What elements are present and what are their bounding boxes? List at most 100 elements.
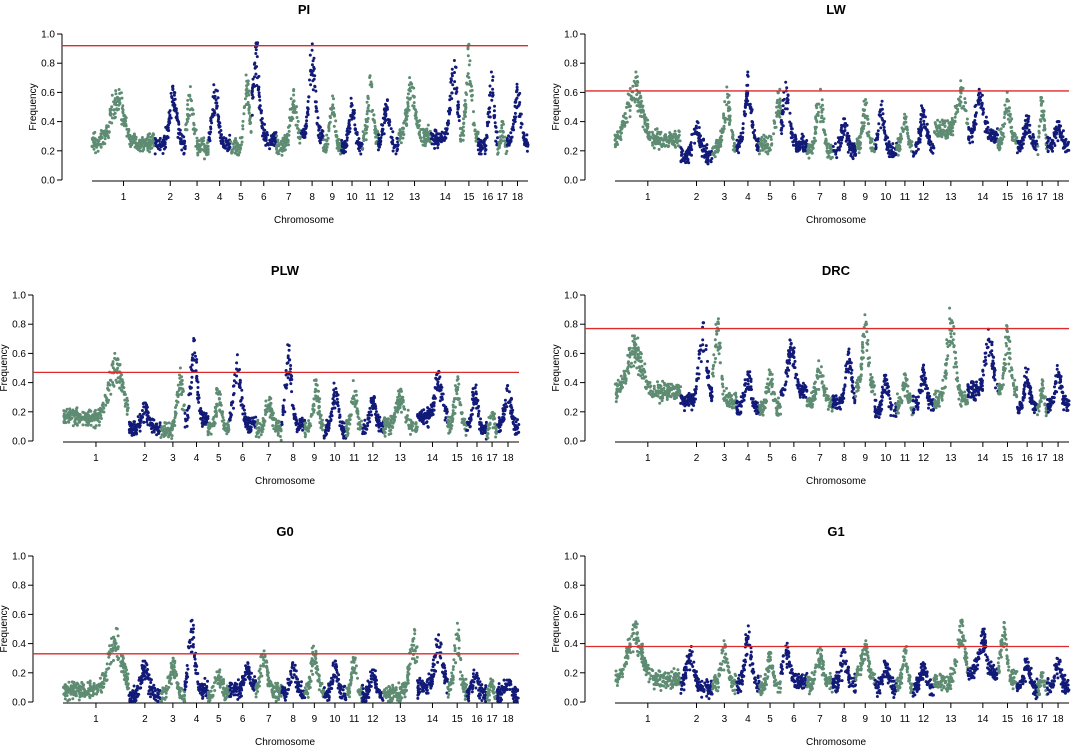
snp-point — [276, 140, 280, 144]
snp-point — [276, 138, 280, 142]
snp-point — [385, 98, 389, 102]
snp-point — [522, 134, 526, 138]
snp-point — [295, 123, 299, 127]
snp-point — [387, 118, 391, 122]
snp-point — [129, 424, 133, 428]
points-layer — [62, 337, 521, 442]
x-axis-label: Chromosome — [274, 215, 334, 226]
snp-point — [252, 62, 256, 66]
snp-point — [118, 386, 122, 390]
snp-point — [249, 130, 253, 134]
snp-point — [286, 376, 290, 380]
snp-point — [303, 427, 307, 431]
snp-point — [851, 155, 854, 159]
snp-point — [778, 97, 782, 101]
snp-point — [195, 360, 199, 364]
snp-point — [136, 148, 140, 152]
snp-point — [613, 134, 617, 137]
snp-point — [680, 152, 684, 156]
snp-point — [472, 110, 475, 114]
snp-point — [138, 146, 142, 150]
snp-point — [944, 136, 948, 140]
snp-point — [854, 153, 857, 157]
y-axis-label: Frequency — [28, 83, 39, 130]
snp-point — [177, 131, 180, 135]
snp-point — [1001, 137, 1004, 141]
snp-point — [254, 435, 258, 438]
x-tick-label: 1 — [645, 192, 651, 203]
snp-point — [255, 431, 259, 435]
snp-point — [302, 127, 306, 131]
snp-point — [357, 422, 361, 426]
snp-point — [268, 415, 272, 419]
snp-point — [714, 144, 718, 148]
snp-point — [99, 145, 103, 149]
snp-point — [183, 425, 187, 429]
snp-point — [513, 111, 517, 115]
snp-point — [749, 111, 753, 115]
snp-point — [109, 392, 113, 396]
snp-point — [779, 104, 782, 108]
snp-point — [1049, 141, 1053, 145]
snp-point — [493, 121, 497, 125]
snp-point — [158, 136, 162, 140]
snp-point — [254, 42, 258, 45]
snp-point — [292, 406, 295, 410]
snp-point — [173, 91, 177, 95]
snp-point — [907, 142, 910, 146]
snp-point — [774, 111, 778, 115]
x-axis-label: Chromosome — [255, 476, 315, 487]
snp-point — [732, 144, 736, 148]
snp-point — [287, 372, 291, 376]
snp-point — [783, 107, 787, 111]
snp-point — [232, 406, 235, 410]
snp-point — [116, 357, 120, 361]
snp-point — [67, 416, 71, 420]
snp-point — [194, 128, 198, 132]
snp-point — [1046, 150, 1050, 154]
snp-point — [352, 394, 356, 398]
snp-point — [182, 135, 186, 139]
snp-point — [469, 89, 472, 93]
snp-point — [515, 82, 519, 86]
snp-point — [253, 75, 256, 79]
snp-point — [99, 132, 103, 136]
snp-point — [271, 134, 275, 138]
snp-point — [324, 142, 328, 146]
snp-point — [262, 128, 266, 132]
snp-point — [354, 141, 358, 145]
snp-point — [169, 91, 173, 95]
snp-point — [358, 149, 362, 153]
snp-point — [372, 118, 376, 122]
snp-point — [344, 142, 348, 146]
snp-point — [228, 133, 232, 137]
snp-point — [365, 112, 369, 116]
snp-point — [198, 149, 202, 153]
snp-point — [384, 109, 388, 112]
snp-point — [774, 125, 778, 129]
snp-point — [512, 115, 516, 119]
snp-point — [938, 129, 942, 133]
snp-point — [315, 383, 319, 387]
snp-point — [275, 151, 279, 155]
snp-point — [251, 421, 254, 425]
snp-point — [963, 108, 967, 112]
snp-point — [463, 99, 467, 102]
snp-point — [925, 122, 929, 126]
snp-point — [348, 127, 352, 130]
snp-point — [151, 417, 155, 421]
snp-point — [1032, 135, 1036, 139]
snp-point — [760, 139, 764, 143]
snp-point — [470, 98, 474, 102]
snp-point — [674, 137, 678, 141]
snp-point — [514, 100, 517, 104]
snp-point — [272, 137, 276, 141]
snp-point — [92, 425, 96, 429]
snp-point — [434, 128, 438, 132]
snp-point — [848, 143, 852, 146]
snp-point — [773, 121, 776, 125]
snp-point — [196, 386, 200, 389]
snp-point — [764, 145, 768, 149]
snp-point — [224, 138, 228, 142]
snp-point — [425, 128, 429, 132]
